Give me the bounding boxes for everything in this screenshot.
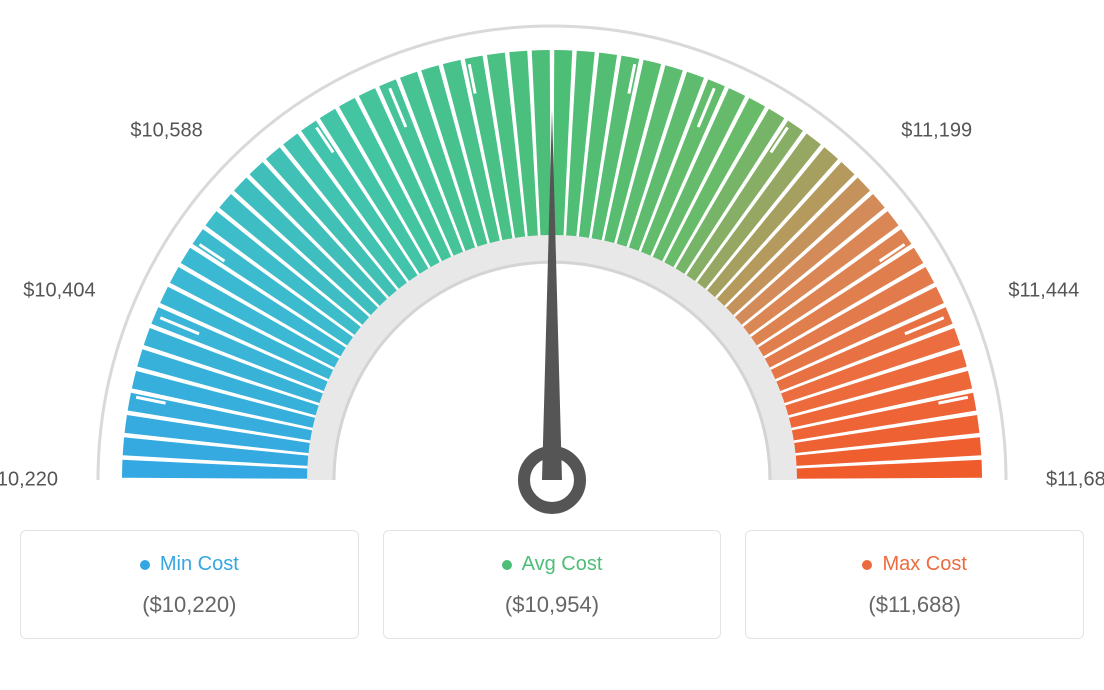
min-cost-card: Min Cost ($10,220): [20, 530, 359, 639]
min-cost-value: ($10,220): [31, 592, 348, 618]
gauge-scale-label: $11,688: [1046, 469, 1104, 492]
gauge-scale-label: $10,588: [130, 119, 202, 142]
summary-cards: Min Cost ($10,220) Avg Cost ($10,954) Ma…: [20, 530, 1084, 639]
avg-cost-title: Avg Cost: [502, 553, 603, 576]
gauge-scale-label: $11,199: [901, 119, 972, 142]
gauge-svg: [20, 20, 1084, 520]
max-cost-dot: [862, 560, 872, 570]
gauge-body: $10,220$10,404$10,588$10,954$11,199$11,4…: [20, 20, 1084, 520]
max-cost-label: Max Cost: [882, 553, 966, 576]
cost-gauge-chart: $10,220$10,404$10,588$10,954$11,199$11,4…: [20, 20, 1084, 639]
avg-cost-label: Avg Cost: [522, 553, 603, 576]
max-cost-card: Max Cost ($11,688): [745, 530, 1084, 639]
avg-cost-value: ($10,954): [394, 592, 711, 618]
avg-cost-card: Avg Cost ($10,954): [383, 530, 722, 639]
gauge-scale-label: $10,404: [23, 279, 95, 302]
min-cost-label: Min Cost: [160, 553, 239, 576]
max-cost-title: Max Cost: [862, 553, 966, 576]
min-cost-title: Min Cost: [140, 553, 239, 576]
avg-cost-dot: [502, 560, 512, 570]
gauge-scale-label: $11,444: [1008, 279, 1079, 302]
min-cost-dot: [140, 560, 150, 570]
gauge-scale-label: $10,220: [0, 469, 58, 492]
max-cost-value: ($11,688): [756, 592, 1073, 618]
